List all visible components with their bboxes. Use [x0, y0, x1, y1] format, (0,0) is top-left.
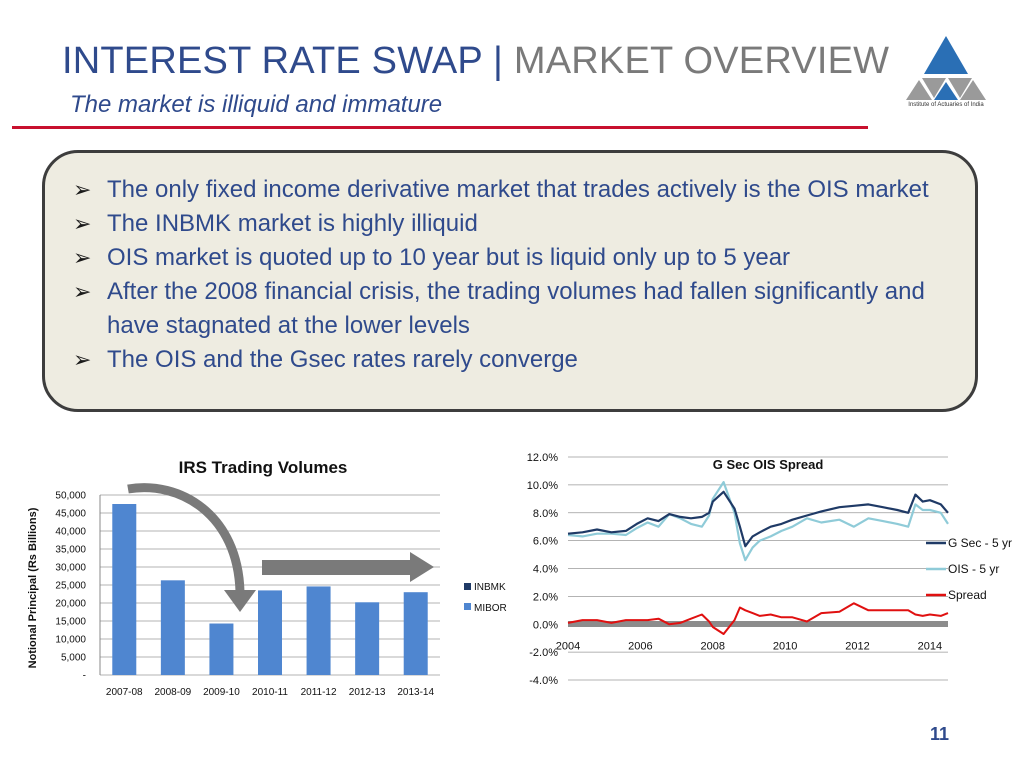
bar-y-tick-label: 45,000: [55, 509, 86, 520]
bar-y-tick-label: 50,000: [55, 491, 86, 502]
line-y-tick-label: 12.0%: [527, 452, 558, 464]
line-x-tick-label: 2008: [701, 640, 725, 652]
line-chart-title: G Sec OIS Spread: [713, 457, 824, 472]
line-y-tick-label: 0.0%: [533, 619, 558, 631]
line-series-ois: [567, 480, 949, 562]
line-legend-label: Spread: [948, 588, 987, 602]
bar-y-tick-label: 25,000: [55, 581, 86, 592]
bar-x-tick-label: 2010-11: [252, 687, 288, 698]
bar-y-tick-label: 35,000: [55, 545, 86, 556]
line-y-tick-label: -2.0%: [529, 647, 558, 659]
bullet-text: The OIS and the Gsec rates rarely conver…: [107, 346, 578, 373]
bullet-item: ➢ The OIS and the Gsec rates rarely conve…: [73, 343, 953, 377]
line-y-tick-label: 6.0%: [533, 536, 558, 548]
bar-mibor: [209, 623, 234, 675]
arrow-bullet-icon: ➢: [73, 245, 92, 270]
page-title: INTEREST RATE SWAP | MARKET OVERVIEW: [62, 40, 889, 83]
line-x-tick-label: 2012: [845, 640, 869, 652]
bar-mibor: [258, 590, 282, 675]
bullet-text: After the 2008 financial crisis, the tra…: [107, 278, 925, 339]
bar-mibor: [355, 602, 380, 675]
bar-y-tick-label: 5,000: [61, 653, 86, 664]
bar-y-tick-label: -: [83, 671, 86, 682]
page-subtitle: The market is illiquid and immature: [70, 91, 443, 118]
bar-y-tick-label: 40,000: [55, 527, 86, 538]
irs-volume-bar-chart: IRS Trading Volumes Notional Principal (…: [27, 458, 507, 698]
legend-label-mibor: MIBOR: [474, 603, 507, 614]
line-series-spread: [567, 602, 949, 635]
line-x-tick-label: 2006: [628, 640, 652, 652]
line-legend-label: OIS - 5 yr: [948, 562, 999, 576]
bar-mibor: [160, 580, 185, 675]
bullet-item: ➢ The only fixed income derivative market…: [73, 173, 953, 207]
zero-axis-band: [568, 621, 948, 627]
bar-chart-ylabel: Notional Principal (Rs Billions): [27, 507, 39, 668]
line-series-gsec: [567, 490, 949, 548]
arrow-bullet-icon: ➢: [73, 211, 92, 236]
line-y-tick-label: 10.0%: [527, 480, 558, 492]
line-x-tick-label: 2010: [773, 640, 797, 652]
legend-swatch-mibor: [464, 603, 471, 610]
curved-down-arrow-icon: [127, 483, 245, 593]
line-y-tick-label: 2.0%: [533, 591, 558, 603]
bullet-text: The only fixed income derivative market …: [107, 176, 929, 203]
bar-y-tick-label: 30,000: [55, 563, 86, 574]
line-x-tick-label: 2004: [556, 640, 580, 652]
bar-x-tick-label: 2013-14: [397, 687, 434, 698]
key-points-box: ➢ The only fixed income derivative market…: [42, 150, 978, 412]
arrow-bullet-icon: ➢: [73, 279, 92, 304]
title-accent: MARKET OVERVIEW: [503, 40, 890, 82]
logo-caption: Institute of Actuaries of India: [908, 102, 984, 108]
bar-y-tick-label: 15,000: [55, 617, 86, 628]
bar-y-tick-label: 10,000: [55, 635, 86, 646]
bullet-item: ➢ After the 2008 financial crisis, the tr…: [73, 275, 953, 343]
bar-x-tick-label: 2009-10: [203, 687, 240, 698]
bar-mibor: [306, 586, 331, 675]
bullet-item: ➢ OIS market is quoted up to 10 year but …: [73, 241, 953, 275]
bar-mibor: [112, 504, 137, 675]
flat-arrow-head-icon: [410, 552, 434, 582]
bar-mibor: [403, 592, 428, 675]
curved-arrow-head-icon: [224, 590, 256, 612]
bar-y-tick-label: 20,000: [55, 599, 86, 610]
bar-chart-title: IRS Trading Volumes: [179, 458, 348, 477]
line-y-tick-label: 4.0%: [533, 564, 558, 576]
line-y-tick-label: -4.0%: [529, 675, 558, 687]
bar-x-tick-label: 2011-12: [301, 687, 337, 698]
line-y-tick-label: 8.0%: [533, 508, 558, 520]
legend-label-inbmk: INBMK: [474, 582, 506, 593]
bar-x-tick-label: 2007-08: [106, 687, 143, 698]
legend-swatch-inbmk: [464, 583, 471, 590]
bar-x-tick-label: 2012-13: [349, 687, 386, 698]
line-legend-label: G Sec - 5 yr: [948, 536, 1012, 550]
flat-arrow-shaft-icon: [262, 560, 412, 575]
gsec-ois-spread-line-chart: -4.0% -2.0% 0.0% 2.0% 4.0% 6.0% 8.0% 10.0% 12.0%…: [527, 452, 1012, 687]
title-main: INTEREST RATE SWAP |: [62, 40, 504, 82]
page-number: 11: [930, 724, 950, 744]
bullet-item: ➢ The INBMK market is highly illiquid: [73, 207, 953, 241]
bullet-text: The INBMK market is highly illiquid: [107, 210, 478, 237]
bar-x-tick-label: 2008-09: [155, 687, 192, 698]
arrow-bullet-icon: ➢: [73, 347, 92, 372]
bullet-list: ➢ The only fixed income derivative market…: [73, 173, 953, 377]
bullet-text: OIS market is quoted up to 10 year but i…: [107, 244, 791, 271]
arrow-bullet-icon: ➢: [73, 177, 92, 202]
header-divider: [12, 126, 868, 129]
line-x-tick-label: 2014: [918, 640, 942, 652]
institute-logo-icon: [906, 36, 986, 100]
